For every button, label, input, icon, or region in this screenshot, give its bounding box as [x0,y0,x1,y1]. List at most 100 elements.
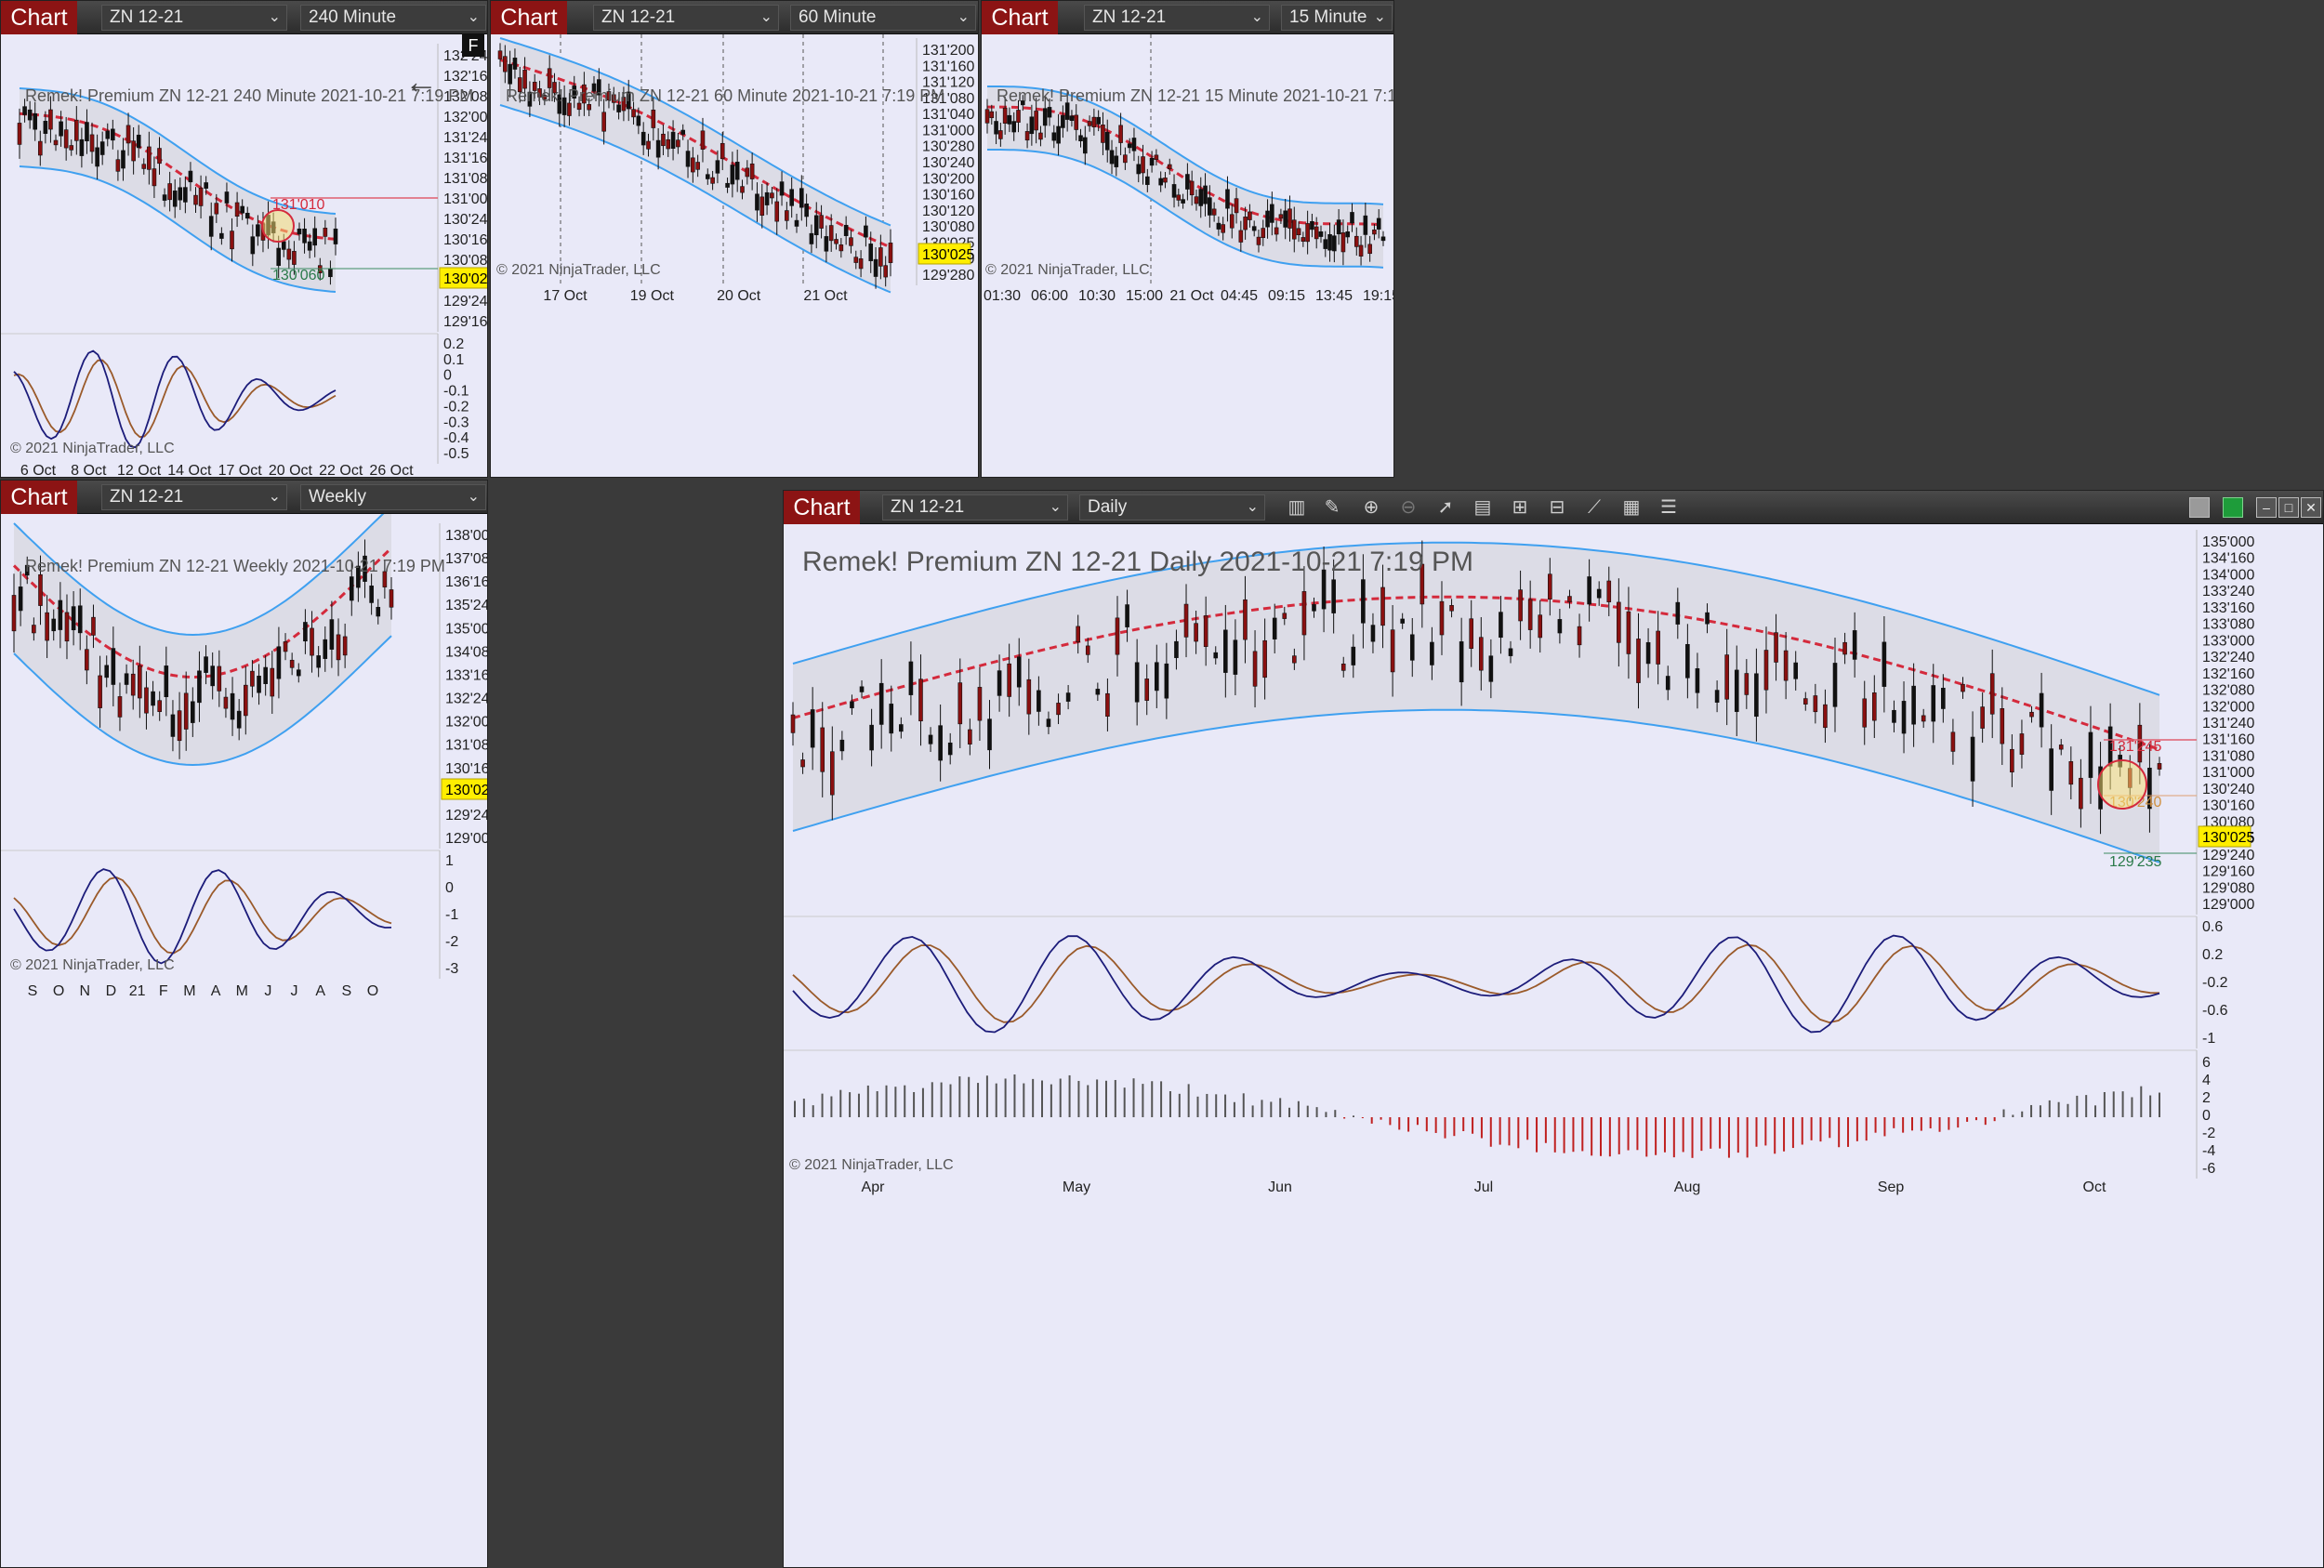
chart-toolbar: Chart ZN 12-21 ⌄ 60 Minute ⌄ [491,1,978,34]
chart-tab[interactable]: Chart [1,1,77,34]
candle-body [1078,135,1083,141]
chart-plot-area[interactable]: 132'240132'160132'080132'000131'240131'1… [1,34,487,477]
candle-body [640,131,646,146]
candle-body [243,684,248,717]
chart-plot-area[interactable]: 130'240130'200130'160130'120130'080130'0… [982,34,1393,477]
oscillator-axis-label: -0.6 [2202,1003,2228,1019]
candle-body [809,232,814,244]
candle-body [151,691,155,706]
candle-body [1314,226,1319,240]
maximize-button[interactable]: □ [2278,497,2299,518]
chart-canvas[interactable]: 131'200131'160131'120131'080131'040131'0… [491,34,979,478]
histogram-axis-label: 6 [2202,1055,2211,1071]
window-link-button[interactable] [2189,497,2210,518]
interval-selector[interactable]: Daily ⌄ [1079,494,1265,520]
chart-canvas[interactable]: 135'000134'160134'000133'240133'160133'0… [784,524,2324,1568]
candle-body [740,186,745,193]
chart-tab[interactable]: Chart [982,1,1058,34]
chart-tab[interactable]: Chart [1,481,77,514]
price-axis-label: 133'160 [2202,600,2255,616]
candle-body [234,202,240,217]
oscillator-axis-label: -0.5 [443,446,469,462]
chart-plot-area[interactable]: 138'000 137'080 136'160 135'240 135'000 134'0… [1,514,487,1567]
properties-icon[interactable]: ⊞ [1512,497,1528,518]
candle-body [601,112,606,132]
indicators-icon[interactable]: ⊟ [1549,497,1565,518]
candle-body [1051,132,1057,141]
interval-selector[interactable]: 15 Minute ⌄ [1281,5,1393,31]
bar-style-icon[interactable]: ▥ [1287,497,1306,518]
instrument-selector[interactable]: ZN 12-21 ⌄ [1084,5,1270,31]
data-box-icon[interactable]: ▤ [1473,497,1492,518]
time-axis-label: 19 Oct [630,288,675,304]
candle-body [749,163,755,179]
time-axis-label: 20 Oct [269,463,313,478]
candle-body [1074,114,1079,130]
chart-plot-area[interactable]: 135'000 134'160 134'000 133'240 133'160 133'0… [784,524,2323,1567]
candle-body [1527,599,1533,630]
candle-body [191,701,195,723]
chart-window-daily: Chart ZN 12-21 ⌄ Daily ⌄ ▥ ✎ ⊕ ⊖ ➚ ▤ ⊞ ⊟ ⟋… [783,490,2324,1568]
price-axis-label: 131'160 [2202,732,2255,748]
candle-body [240,205,244,214]
drawing-tool-icon[interactable]: ✎ [1324,497,1340,518]
instrument-selector[interactable]: ZN 12-21 ⌄ [101,5,287,31]
templates-icon[interactable]: ▦ [1622,497,1641,518]
candle-body [1802,698,1808,705]
f-button[interactable]: F [462,34,484,57]
histogram-axis-label: -2 [2202,1126,2215,1141]
chart-tab[interactable]: Chart [784,491,860,524]
candle-body [1376,217,1381,230]
candle-body [1144,679,1150,701]
candle-body [1174,640,1179,658]
candle-body [1675,601,1681,625]
level-label: 130'060 [272,268,325,283]
zoom-in-icon[interactable]: ⊕ [1363,497,1380,518]
candle-body [1774,632,1778,663]
interval-selector[interactable]: 60 Minute ⌄ [790,5,976,31]
candle-body [1065,692,1071,702]
candle-body [1296,228,1301,235]
chart-canvas[interactable]: 130'240130'200130'160130'120130'080130'0… [982,34,1394,478]
candle-body [1842,641,1847,655]
candle-body [333,228,338,244]
time-axis-label: 8 Oct [71,463,107,478]
candle-body [33,112,38,130]
chevron-down-icon: ⌄ [759,9,772,25]
instrument-value: ZN 12-21 [110,487,184,507]
trend-stop-line [499,58,891,249]
candle-body [376,607,381,617]
interval-selector[interactable]: Weekly ⌄ [300,484,486,510]
price-axis-label: 134'000 [2202,567,2255,583]
candle-body [1950,731,1956,752]
window-color-button[interactable] [2223,497,2243,518]
price-axis-label: 131'080 [443,171,488,187]
instrument-selector[interactable]: ZN 12-21 ⌄ [593,5,779,31]
time-axis-label: 09:15 [1268,288,1305,304]
interval-selector[interactable]: 240 Minute ⌄ [300,5,486,31]
copyright-label: © 2021 NinjaTrader, LLC [496,262,661,278]
chart-plot-area[interactable]: 131'200 131'160 131'120 131'080 131'040 131'0… [491,34,978,477]
list-icon[interactable]: ☰ [1660,497,1677,518]
candle-body [1007,663,1011,697]
zoom-out-icon[interactable]: ⊖ [1400,497,1417,518]
strategies-icon[interactable]: ⟋ [1588,497,1601,518]
candle-body [105,130,111,139]
instrument-selector[interactable]: ZN 12-21 ⌄ [101,484,287,510]
pointer-icon[interactable]: ➚ [1437,497,1454,518]
candle-body [864,225,868,238]
candle-body [125,125,131,144]
candle-body [177,710,182,742]
chart-tab[interactable]: Chart [491,1,567,34]
chart-canvas[interactable]: 132'240132'160132'080132'000131'240131'1… [1,34,488,478]
candle-body [789,189,794,206]
instrument-selector[interactable]: ZN 12-21 ⌄ [882,494,1068,520]
time-axis-label: Aug [1674,1179,1700,1195]
close-button[interactable]: ✕ [2301,497,2321,518]
price-axis-label: 131'160 [443,151,488,166]
back-arrow-icon[interactable]: ← [404,62,438,100]
minimize-button[interactable]: – [2256,497,2277,518]
candle-body [77,605,83,634]
candle-body [779,181,785,196]
chart-canvas[interactable]: 138'000 137'080 136'160 135'240 135'000 134'0… [1,514,488,1568]
